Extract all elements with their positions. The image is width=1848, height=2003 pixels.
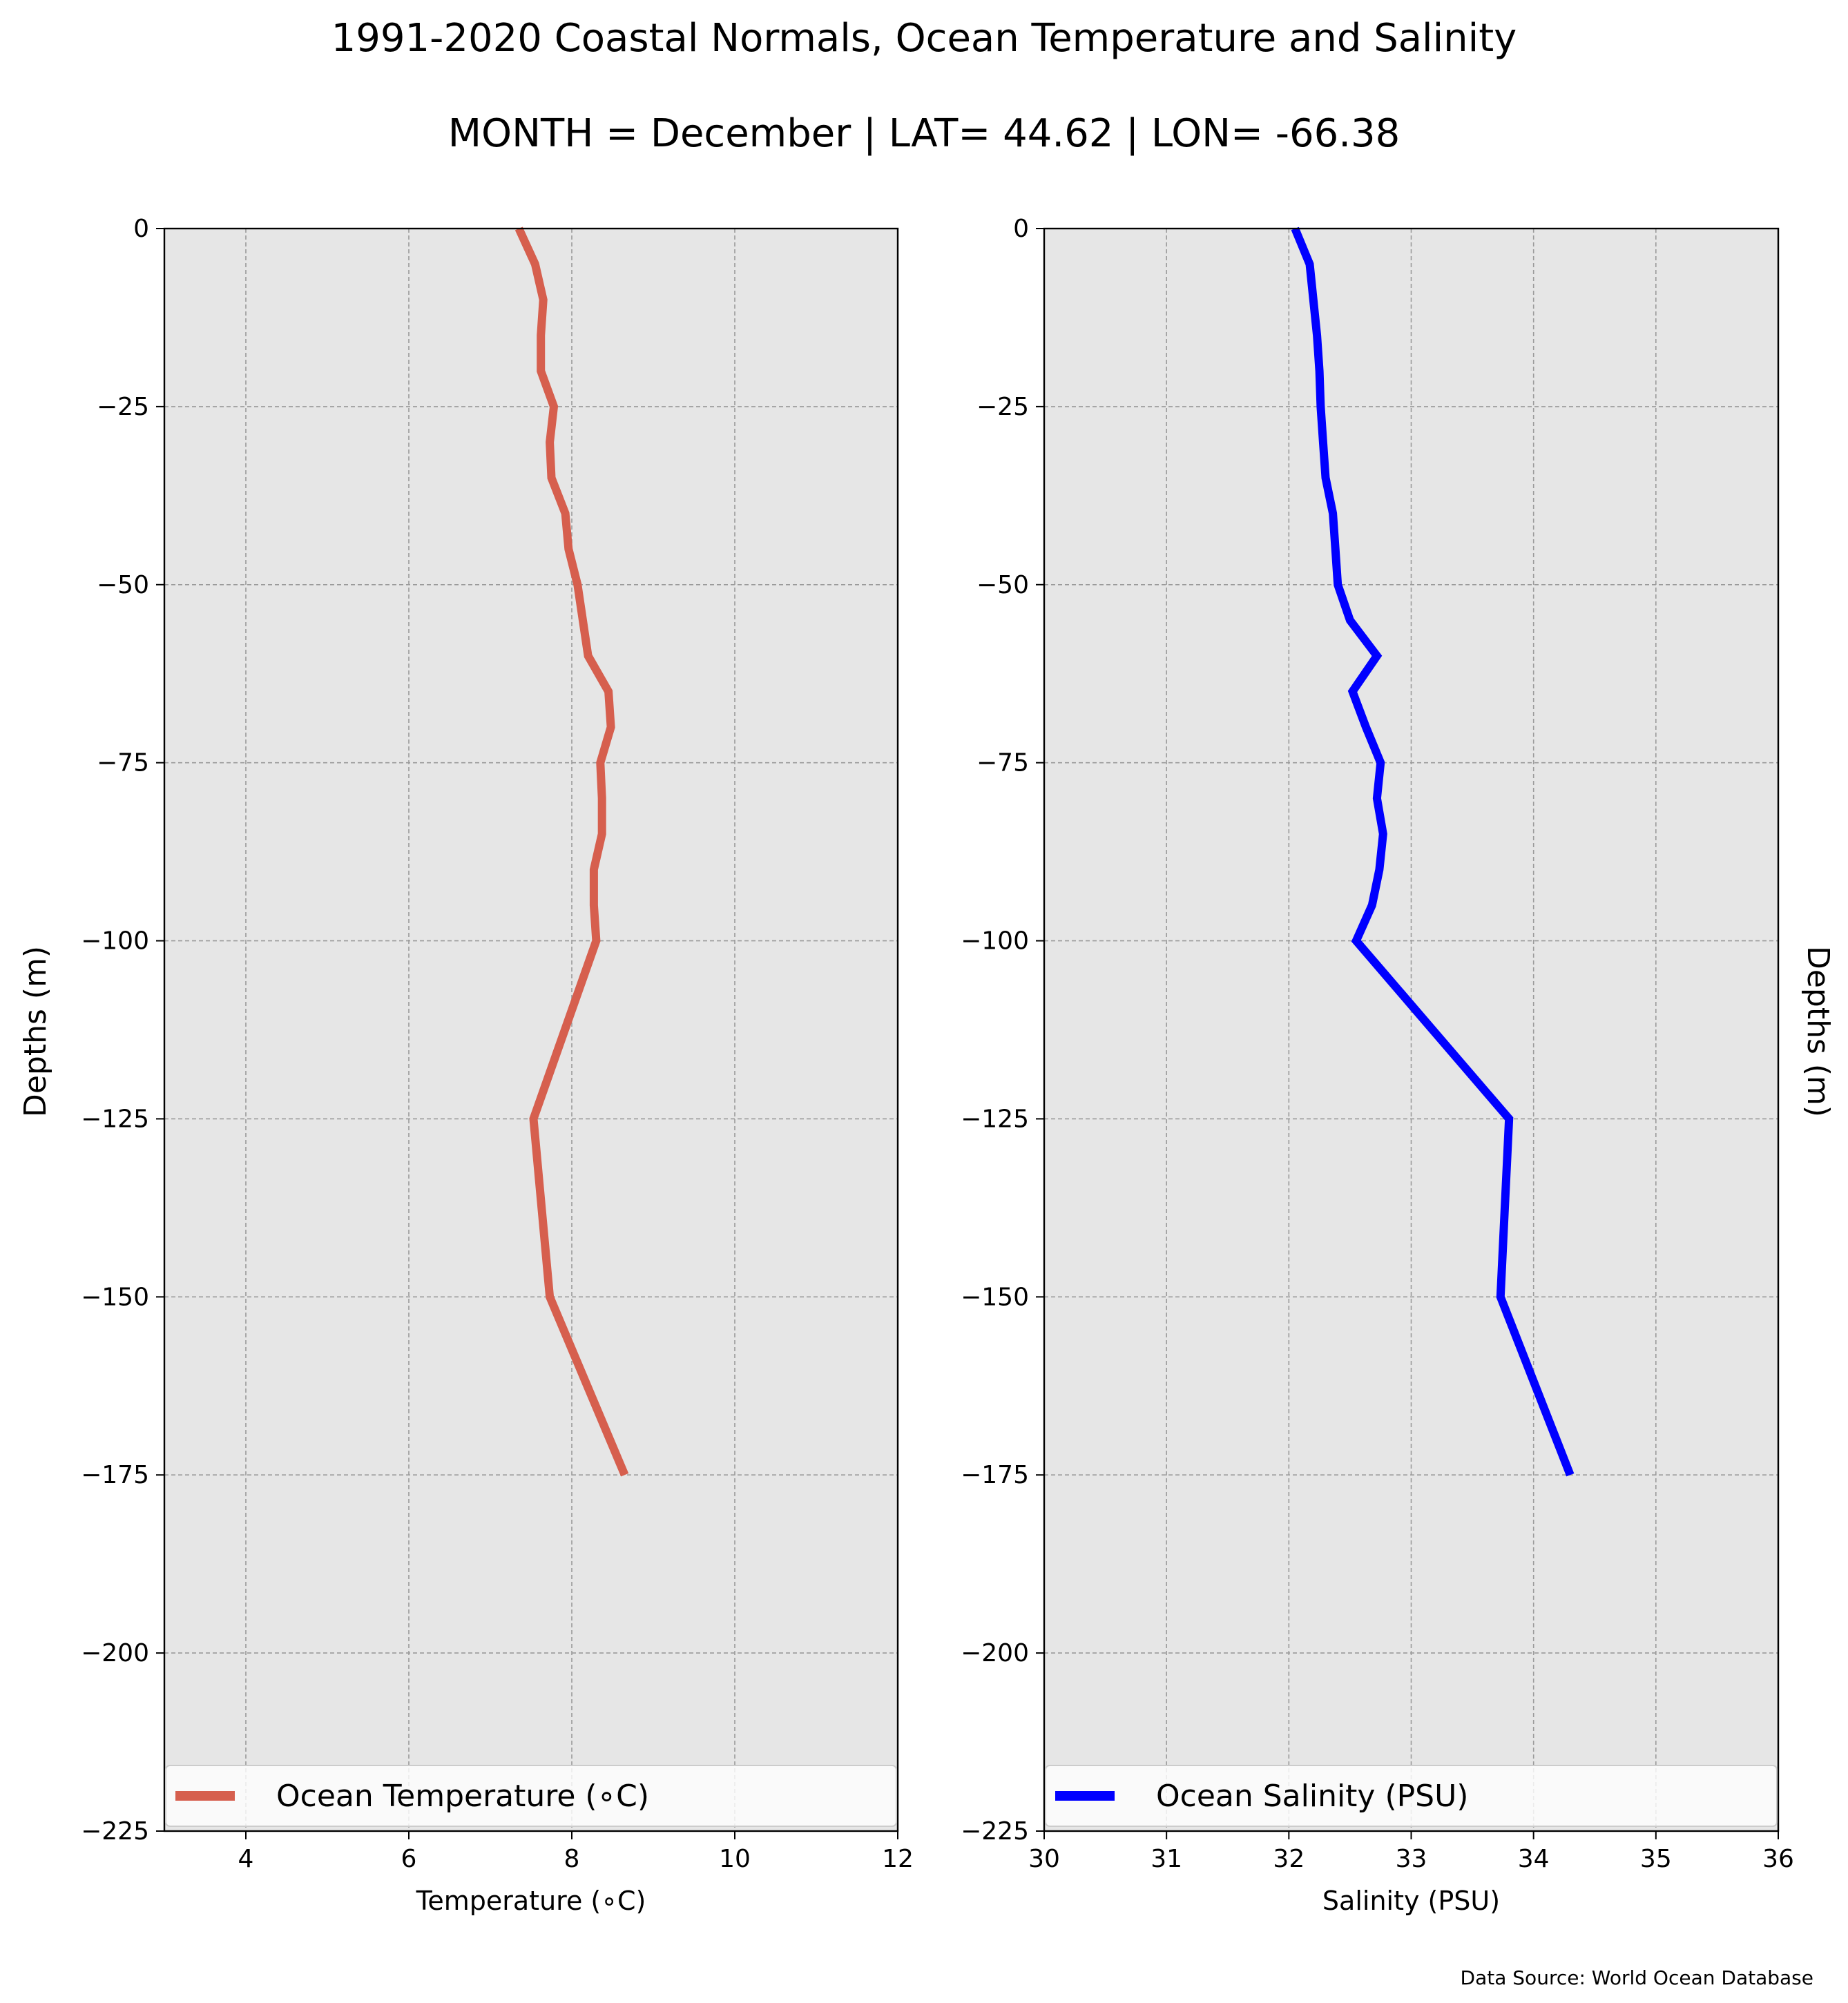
sal-y-tick-label: −150 [961, 1283, 1029, 1311]
sal-y-tick-label: −75 [976, 749, 1029, 777]
temp-y-tick-label: −200 [81, 1639, 149, 1667]
sal-x-tick-label: 36 [1762, 1845, 1794, 1873]
sal-y-tick-label: 0 [1013, 215, 1029, 243]
sal-legend: Ocean Salinity (PSU) [1045, 1765, 1778, 1827]
sal-y-tick-label: −225 [961, 1817, 1029, 1846]
sal-x-tick-label: 35 [1640, 1845, 1672, 1873]
sal-x-axis-label: Salinity (PSU) [1322, 1886, 1500, 1916]
temp-y-tick-label: 0 [133, 215, 149, 243]
sal-y-tick-label: −175 [961, 1461, 1029, 1489]
temp-y-tick-label: −100 [81, 927, 149, 956]
chart-title: 1991-2020 Coastal Normals, Ocean Tempera… [331, 16, 1517, 61]
temp-legend: Ocean Temperature (∘C) [165, 1765, 897, 1827]
chart-subtitle: MONTH = December | LAT= 44.62 | LON= -66… [448, 111, 1401, 156]
right-y-axis-label: Depths (m) [1800, 946, 1836, 1117]
temp-legend-label: Ocean Temperature (∘C) [276, 1779, 649, 1814]
temp-y-tick-label: −75 [97, 749, 149, 777]
sal-y-tick-label: −25 [976, 393, 1029, 421]
temp-x-axis-label: Temperature (∘C) [416, 1886, 646, 1916]
sal-x-tick-label: 31 [1151, 1845, 1182, 1873]
temp-y-tick-label: −25 [97, 393, 149, 421]
sal-y-tick-label: −125 [961, 1105, 1029, 1133]
temp-legend-box [165, 1765, 897, 1827]
sal-x-tick-label: 32 [1273, 1845, 1305, 1873]
sal-legend-box [1045, 1765, 1778, 1827]
sal-y-tick-label: −50 [976, 571, 1029, 599]
temp-series-line [514, 226, 629, 1477]
sal-legend-label: Ocean Salinity (PSU) [1156, 1779, 1468, 1814]
temp-plot-area [164, 229, 898, 1831]
temp-y-tick-label: −50 [97, 571, 149, 599]
temperature-panel: 4 6 8 10 12 0 −25 −50 −75 −100 −125 −150 −175 −200 −22… [81, 215, 914, 1916]
left-y-axis-label: Depths (m) [18, 946, 53, 1117]
sal-y-tick-label: −200 [961, 1639, 1029, 1667]
temp-x-tick-label: 6 [401, 1845, 417, 1873]
temp-y-tick-label: −225 [81, 1817, 149, 1846]
sal-x-tick-label: 33 [1396, 1845, 1427, 1873]
temp-axes-frame [163, 227, 899, 1832]
temp-y-tick-label: −150 [81, 1283, 149, 1311]
sal-series-line [1291, 226, 1575, 1477]
temp-x-tick-label: 12 [882, 1845, 914, 1873]
data-source-note: Data Source: World Ocean Database [1461, 1966, 1813, 1989]
sal-y-tick-label: −100 [961, 927, 1029, 956]
sal-x-tick-label: 34 [1518, 1845, 1550, 1873]
temp-x-tick-label: 4 [238, 1845, 254, 1873]
salinity-panel: 30 31 32 33 34 35 36 0 −25 −50 −75 −100 −125 −150 −175… [961, 215, 1794, 1916]
temp-y-tick-label: −175 [81, 1461, 149, 1489]
temp-y-tick-label: −125 [81, 1105, 149, 1133]
sal-x-tick-label: 30 [1028, 1845, 1060, 1873]
temp-x-tick-label: 10 [719, 1845, 751, 1873]
temp-x-tick-label: 8 [564, 1845, 580, 1873]
